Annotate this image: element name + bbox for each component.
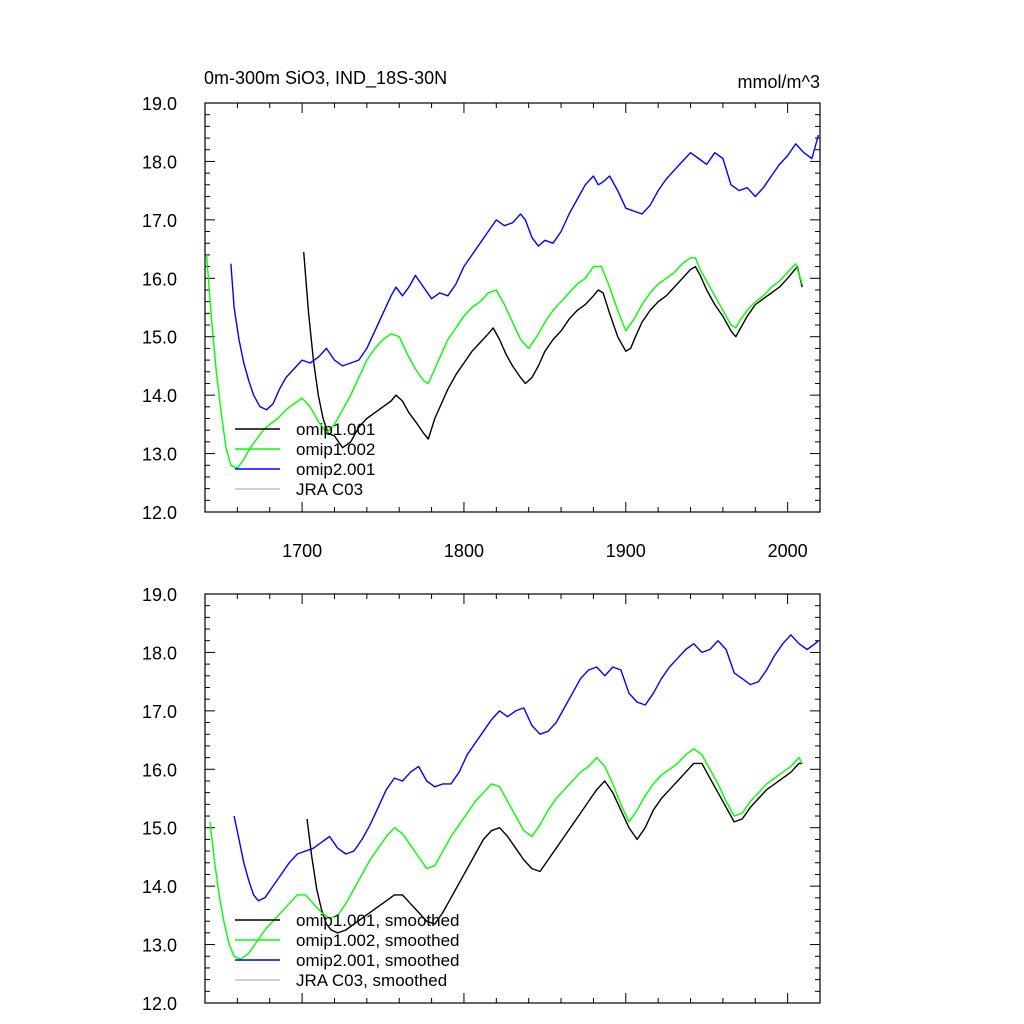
legend-label: omip1.001 (296, 420, 375, 439)
y-tick-label: 12.0 (142, 994, 177, 1014)
y-tick-label: 14.0 (142, 877, 177, 897)
series-line-omip1-001-smoothed (306, 762, 803, 934)
units-label: mmol/m^3 (738, 72, 820, 92)
legend-label: JRA C03 (296, 480, 363, 499)
y-tick-label: 19.0 (142, 94, 177, 114)
plot-frame (204, 102, 821, 513)
top-panel: 0m-300m SiO3, IND_18S-30N mmol/m^3 12.0 1… (142, 68, 821, 561)
y-tick-label: 13.0 (142, 936, 177, 956)
x-tick-label: 2000 (768, 541, 808, 561)
y-tick-label: 18.0 (142, 643, 177, 663)
y-tick-label: 14.0 (142, 386, 177, 406)
y-tick-label: 19.0 (142, 585, 177, 605)
series-line-omip1-002 (205, 254, 803, 469)
legend-label: omip2.001, smoothed (296, 951, 460, 970)
legend-label: omip2.001 (296, 460, 375, 479)
legend-label: omip1.002, smoothed (296, 931, 460, 950)
y-tick-label: 12.0 (142, 503, 177, 523)
x-tick-label: 1900 (606, 541, 646, 561)
y-tick-label: 16.0 (142, 760, 177, 780)
series-line-omip2-001 (230, 134, 820, 411)
y-tick-label: 17.0 (142, 702, 177, 722)
series-line-omip1-001 (303, 251, 803, 449)
x-tick-label: 1700 (282, 541, 322, 561)
y-tick-label: 16.0 (142, 269, 177, 289)
legend-label: omip1.002 (296, 440, 375, 459)
series-line-omip2-001-smoothed (233, 634, 819, 902)
x-tick-label: 1800 (444, 541, 484, 561)
y-tick-label: 13.0 (142, 445, 177, 465)
y-tick-label: 17.0 (142, 211, 177, 231)
chart-title: 0m-300m SiO3, IND_18S-30N (204, 68, 447, 89)
legend-label: JRA C03, smoothed (296, 971, 447, 990)
bottom-panel: 12.0 13.0 14.0 15.0 16.0 17.0 18.0 19.0 omip1.00… (142, 585, 821, 1014)
y-tick-label: 18.0 (142, 152, 177, 172)
legend-label: omip1.001, smoothed (296, 911, 460, 930)
y-tick-label: 15.0 (142, 819, 177, 839)
y-tick-label: 15.0 (142, 328, 177, 348)
series-line-omip1-002-smoothed (209, 748, 803, 960)
plot-frame (204, 593, 821, 1004)
